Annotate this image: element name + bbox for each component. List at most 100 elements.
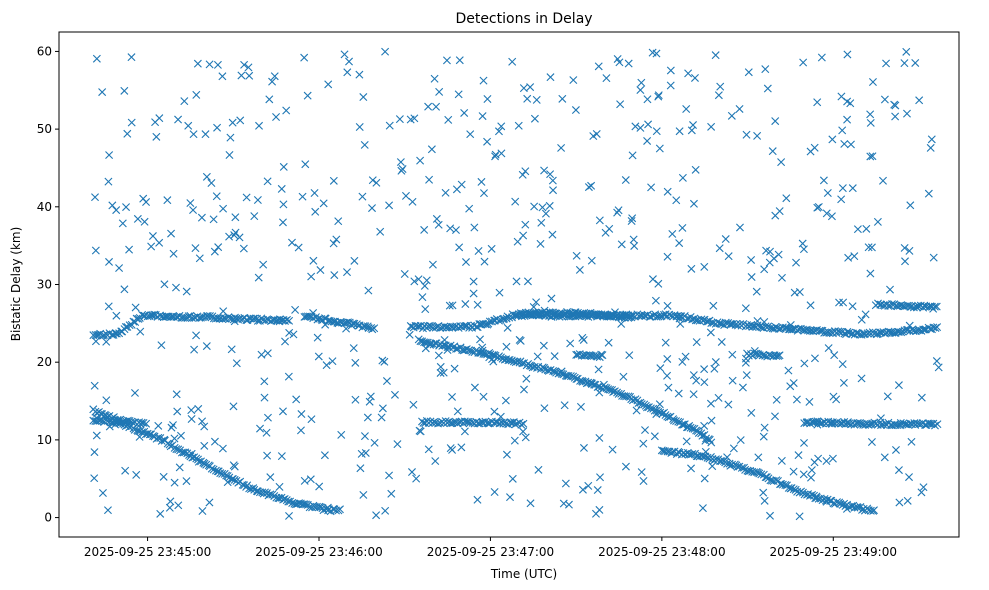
- data-point: [446, 224, 455, 233]
- data-point: [880, 95, 889, 104]
- data-point: [689, 371, 698, 380]
- data-point: [728, 319, 737, 328]
- data-point: [624, 59, 633, 68]
- data-point: [343, 68, 352, 77]
- data-point: [381, 506, 390, 515]
- data-point: [539, 341, 548, 350]
- data-point: [575, 265, 584, 274]
- data-point: [108, 201, 117, 210]
- data-point: [822, 497, 831, 506]
- data-point: [747, 408, 756, 417]
- data-point: [157, 341, 166, 350]
- data-point: [566, 339, 575, 348]
- data-point: [260, 377, 269, 386]
- data-point: [846, 140, 855, 149]
- data-point: [334, 217, 343, 226]
- data-point: [526, 83, 535, 92]
- data-point: [654, 91, 663, 100]
- data-point: [205, 60, 214, 69]
- data-point: [187, 406, 196, 415]
- data-point: [263, 349, 272, 358]
- data-point: [452, 344, 461, 353]
- data-point: [866, 118, 875, 127]
- data-point: [561, 479, 570, 488]
- data-point: [689, 121, 698, 130]
- data-point: [882, 59, 891, 68]
- data-point: [307, 415, 316, 424]
- data-point: [92, 414, 101, 423]
- data-point: [663, 301, 672, 310]
- data-point: [451, 226, 460, 235]
- data-point: [886, 328, 895, 337]
- data-point: [755, 469, 764, 478]
- data-point: [280, 494, 289, 503]
- data-point: [678, 173, 687, 182]
- data-point: [181, 448, 190, 457]
- data-point: [445, 301, 454, 310]
- data-point: [200, 441, 209, 450]
- data-point: [587, 256, 596, 265]
- data-point: [187, 449, 196, 458]
- data-point: [775, 207, 784, 216]
- data-point: [540, 166, 549, 175]
- data-point: [213, 123, 222, 132]
- data-point: [880, 453, 889, 462]
- data-point: [533, 352, 542, 361]
- x-tick-label: 2025-09-25 23:49:00: [770, 545, 897, 559]
- data-point: [275, 482, 284, 491]
- data-point: [769, 254, 778, 263]
- data-point: [632, 406, 641, 415]
- data-point: [864, 243, 873, 252]
- data-point: [599, 380, 608, 389]
- data-point: [132, 470, 141, 479]
- data-point: [723, 453, 732, 462]
- data-point: [511, 197, 520, 206]
- data-point: [359, 490, 368, 499]
- data-point: [925, 419, 934, 428]
- data-point: [448, 301, 457, 310]
- data-point: [105, 151, 114, 160]
- data-point: [930, 421, 939, 430]
- data-point: [469, 289, 478, 298]
- data-point: [380, 357, 389, 366]
- data-point: [377, 413, 386, 422]
- data-point: [225, 232, 234, 241]
- data-point: [630, 241, 639, 250]
- data-point: [857, 374, 866, 383]
- data-point: [619, 372, 628, 381]
- data-point: [228, 118, 237, 127]
- data-point: [246, 314, 255, 323]
- data-point: [122, 203, 131, 212]
- data-point: [917, 393, 926, 402]
- data-point: [112, 206, 121, 215]
- data-point: [557, 143, 566, 152]
- data-point: [154, 421, 163, 430]
- data-point: [278, 218, 287, 227]
- data-point: [478, 112, 487, 121]
- data-point: [909, 303, 918, 312]
- data-point: [545, 201, 554, 210]
- data-point: [408, 197, 417, 206]
- data-point: [627, 313, 636, 322]
- data-point: [490, 407, 499, 416]
- data-point: [866, 110, 875, 119]
- data-point: [877, 421, 886, 430]
- data-point: [844, 253, 853, 262]
- data-point: [506, 493, 514, 502]
- data-point: [578, 485, 587, 494]
- data-point: [668, 229, 677, 238]
- data-point: [777, 456, 786, 465]
- data-point: [708, 462, 717, 471]
- data-point: [876, 300, 885, 309]
- data-point: [842, 504, 851, 513]
- data-point: [285, 511, 294, 520]
- data-point: [663, 371, 672, 380]
- data-point: [814, 203, 823, 211]
- data-point: [789, 485, 798, 494]
- data-point: [862, 224, 871, 233]
- data-point: [414, 275, 423, 284]
- data-point: [477, 177, 486, 186]
- data-point: [521, 433, 530, 442]
- data-point: [194, 404, 203, 413]
- data-point: [546, 365, 555, 374]
